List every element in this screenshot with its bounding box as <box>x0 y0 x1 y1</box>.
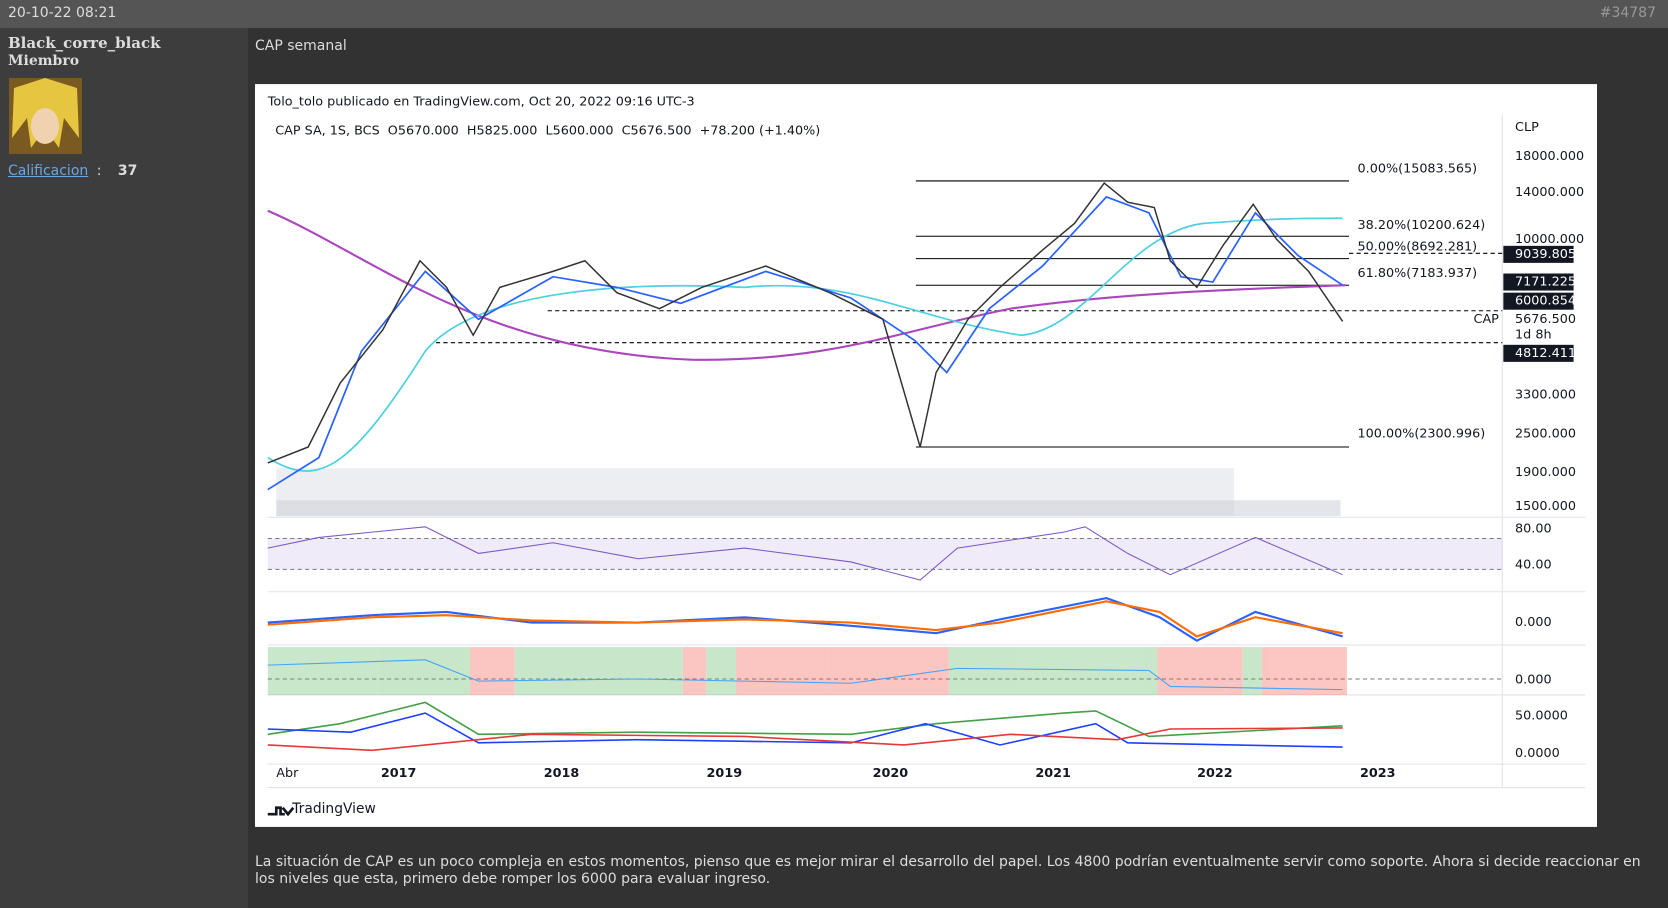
x-label: 2017 <box>381 766 417 781</box>
rating-sep: : <box>96 163 102 179</box>
user-sidebar: Black_corre_black Miembro Calificacion :… <box>0 28 248 908</box>
post-date: 20-10-22 08:21 <box>8 5 117 21</box>
countdown: 1d 8h <box>1515 328 1552 343</box>
post-number[interactable]: #34787 <box>1599 5 1656 21</box>
x-label: 2022 <box>1197 766 1233 781</box>
symbol-tag: CAP <box>1474 312 1500 327</box>
fib-label: 38.20%(10200.624) <box>1358 218 1486 233</box>
price-tag: 6000.854 <box>1515 294 1576 309</box>
x-label: 2018 <box>544 766 580 781</box>
fib-label: 61.80%(7183.937) <box>1358 266 1478 281</box>
price-tick: 1900.000 <box>1515 465 1576 480</box>
price-tick: 14000.000 <box>1515 185 1584 200</box>
fib-label: 100.00%(2300.996) <box>1358 427 1486 442</box>
post-title: CAP semanal <box>255 38 347 54</box>
price-tick: 10000.000 <box>1515 232 1584 247</box>
price-tag: 9039.805 <box>1515 247 1576 262</box>
price-tag-bg <box>1503 292 1574 310</box>
rsi-tick: 40.00 <box>1515 558 1552 573</box>
post-header: 20-10-22 08:21 #34787 <box>0 0 1668 28</box>
rating-value: 37 <box>117 163 138 179</box>
dmi-tick: 0.0000 <box>1515 746 1560 761</box>
fib-label: 50.00%(8692.281) <box>1358 239 1478 254</box>
user-role: Miembro <box>8 53 80 69</box>
x-label: 2023 <box>1360 766 1396 781</box>
currency: CLP <box>1515 120 1539 135</box>
price-tag: 4812.411 <box>1515 346 1576 361</box>
x-label: 2019 <box>707 766 743 781</box>
x-label: 2021 <box>1035 766 1071 781</box>
last-price: 5676.500 <box>1515 312 1576 327</box>
osc-tick: 0.000 <box>1515 673 1552 688</box>
price-tick: 18000.000 <box>1515 149 1584 164</box>
price-tag-bg <box>1503 344 1574 362</box>
x-label: 2020 <box>873 766 909 781</box>
price-tag-bg <box>1503 245 1574 263</box>
rating-link[interactable]: Calificacion <box>8 163 89 179</box>
brand: TradingView <box>291 801 376 817</box>
rsi-tick: 80.00 <box>1515 521 1552 536</box>
price-tick: 3300.000 <box>1515 387 1576 402</box>
symbol-line: CAP SA, 1S, BCS O5670.000 H5825.000 L560… <box>275 123 820 138</box>
price-tick: 2500.000 <box>1515 427 1576 442</box>
dmi-tick: 50.0000 <box>1515 709 1568 724</box>
macd-tick: 0.000 <box>1515 615 1552 630</box>
chart-image: Tolo_tolo publicado en TradingView.com, … <box>255 84 1597 827</box>
x-label: Abr <box>276 766 299 781</box>
user-name[interactable]: Black_corre_black <box>8 34 161 52</box>
fib-label: 0.00%(15083.565) <box>1358 162 1478 177</box>
price-tag-bg <box>1503 273 1574 291</box>
publisher: Tolo_tolo publicado en TradingView.com, … <box>267 95 695 110</box>
avatar <box>9 78 82 154</box>
post-text: La situación de CAP es un poco compleja … <box>255 854 1641 887</box>
price-tag: 7171.225 <box>1515 275 1576 290</box>
price-tick: 1500.000 <box>1515 499 1576 514</box>
